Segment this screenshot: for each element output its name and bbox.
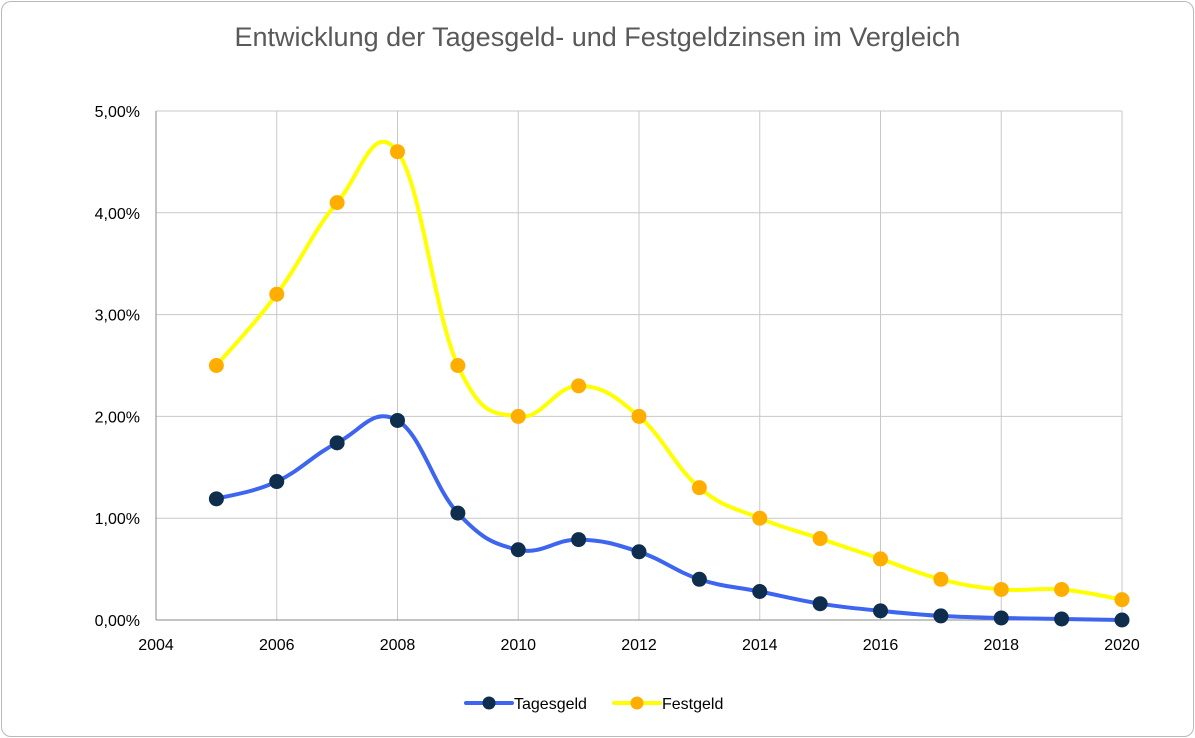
festgeld-point [450, 358, 466, 373]
y-tick-label: 5,00% [95, 104, 140, 121]
tagesgeld-point [1114, 612, 1130, 628]
x-tick-label: 2010 [500, 637, 536, 654]
series-tagesgeld [208, 412, 1130, 628]
festgeld-point [993, 581, 1009, 597]
tick-labels: 0,00% 1,00% 2,00% 3,00% 4,00% 5,00% 2004 2006 20… [95, 104, 1140, 654]
y-tick-label: 4,00% [95, 206, 140, 223]
tagesgeld-point [993, 610, 1009, 626]
festgeld-line [214, 139, 1124, 602]
legend-item-festgeld: Festgeld [612, 696, 723, 713]
x-tick-label: 2020 [1104, 637, 1140, 654]
legend-marker [630, 696, 644, 710]
festgeld-point [1114, 592, 1130, 608]
tagesgeld-point [873, 603, 888, 619]
festgeld-point [812, 531, 828, 547]
tagesgeld-point [450, 505, 466, 521]
tagesgeld-point [691, 571, 707, 587]
series-festgeld [208, 139, 1130, 608]
festgeld-point [571, 378, 587, 394]
x-tick-label: 2018 [983, 637, 1019, 654]
legend-marker [482, 696, 496, 710]
festgeld-point [1054, 581, 1070, 597]
festgeld-point [269, 286, 285, 302]
festgeld-point [933, 571, 949, 587]
festgeld-point [873, 551, 888, 567]
x-tick-label: 2006 [259, 637, 295, 654]
festgeld-point [510, 408, 526, 424]
festgeld-point [208, 358, 224, 373]
festgeld-point [691, 480, 707, 496]
x-tick-label: 2016 [863, 637, 899, 654]
legend-item-tagesgeld: Tagesgeld [464, 696, 587, 713]
axes [155, 111, 1122, 621]
legend-label: Tagesgeld [514, 696, 587, 713]
x-tick-label: 2012 [621, 637, 657, 654]
y-tick-label: 1,00% [95, 511, 140, 528]
tagesgeld-point [269, 474, 285, 490]
grid-lines [155, 110, 1123, 621]
tagesgeld-point [752, 583, 768, 599]
tagesgeld-point [1054, 611, 1070, 627]
tagesgeld-point [812, 596, 828, 612]
tagesgeld-point [208, 491, 224, 507]
x-tick-label: 2004 [138, 637, 174, 654]
festgeld-point [329, 195, 345, 211]
tagesgeld-point [933, 608, 949, 624]
tagesgeld-point [631, 544, 647, 560]
festgeld-point [752, 510, 768, 526]
tagesgeld-point [329, 435, 345, 451]
tagesgeld-point [510, 542, 526, 558]
series-layer [208, 139, 1130, 628]
tagesgeld-point [390, 412, 405, 428]
tagesgeld-point [571, 532, 587, 548]
festgeld-point [390, 144, 405, 160]
y-tick-label: 3,00% [95, 308, 140, 325]
festgeld-point [631, 408, 647, 424]
legend: Tagesgeld Festgeld [464, 696, 723, 713]
legend-label: Festgeld [662, 696, 723, 713]
chart-title: Entwicklung der Tagesgeld- und Festgeldz… [234, 22, 961, 52]
x-tick-label: 2008 [380, 637, 416, 654]
x-tick-label: 2014 [742, 637, 778, 654]
y-tick-label: 2,00% [95, 409, 140, 426]
y-tick-label: 0,00% [95, 613, 140, 630]
